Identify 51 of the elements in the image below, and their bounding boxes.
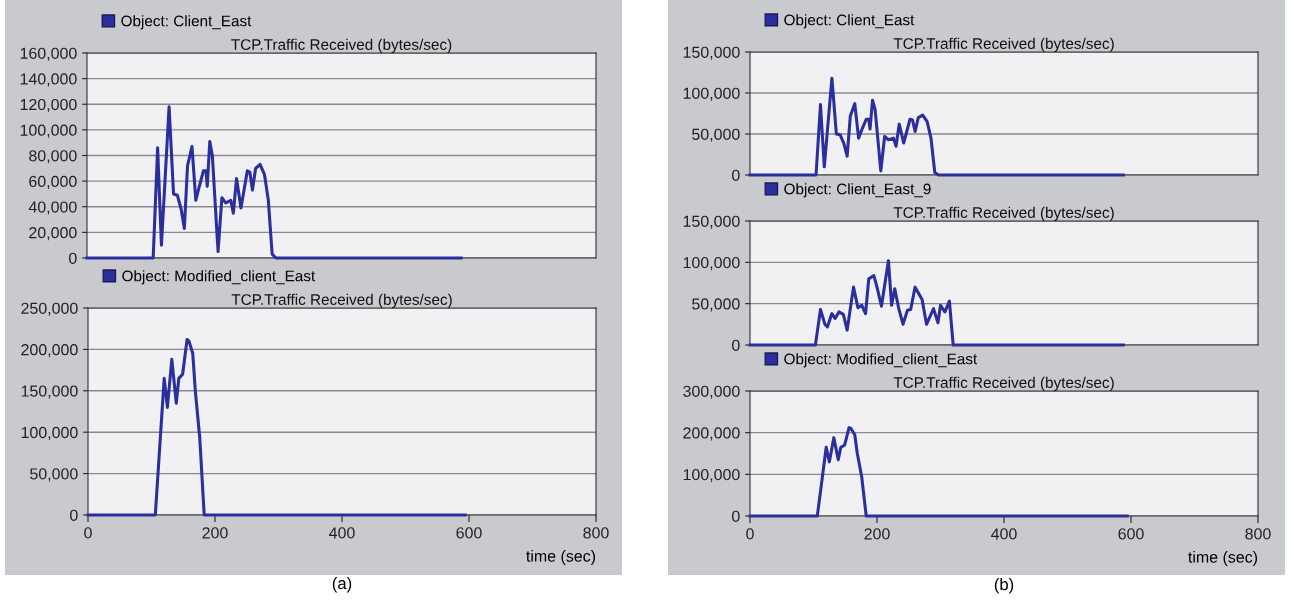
y-tick-label: 50,000 xyxy=(692,298,740,312)
x-tick-label: 0 xyxy=(84,527,92,539)
y-tick-label: 150,000 xyxy=(21,385,78,399)
y-tick-label: 300,000 xyxy=(683,385,740,399)
x-tick-label: 600 xyxy=(1118,528,1144,540)
y-tick-label: 160,000 xyxy=(20,47,77,61)
x-axis-title: time (sec) xyxy=(1188,551,1258,566)
y-tick-label: 150,000 xyxy=(683,215,740,229)
y-tick-label: 250,000 xyxy=(21,302,78,316)
y-tick-label: 100,000 xyxy=(683,87,740,101)
legend-label: Object: Client_East xyxy=(784,14,915,29)
y-tick-label: 200,000 xyxy=(683,427,740,441)
text: Object: Client_East_9 xyxy=(784,183,931,198)
y-tick-label: 100,000 xyxy=(20,124,77,138)
legend-label: Object: Modified_client_East xyxy=(784,353,978,368)
text: (a) xyxy=(332,577,352,593)
y-tick-label: 100,000 xyxy=(683,256,740,271)
y-tick-label: 120,000 xyxy=(20,98,77,113)
y-tick-label: 100,000 xyxy=(683,468,740,483)
y-tick-label: 200,000 xyxy=(21,344,78,358)
x-tick-label: 800 xyxy=(1245,528,1271,540)
x-tick-label: 600 xyxy=(456,527,482,539)
y-tick-label: 0 xyxy=(70,509,78,521)
x-axis-title: time (sec) xyxy=(526,550,596,565)
y-tick-label: 80,000 xyxy=(29,150,77,164)
chart-title: TCP.Traffic Received (bytes/sec) xyxy=(231,293,452,308)
y-tick-label: 150,000 xyxy=(683,46,740,60)
y-tick-label: 40,000 xyxy=(28,201,77,215)
y-tick-label: 100,000 xyxy=(21,426,78,441)
chart-title: TCP.Traffic Received (bytes/sec) xyxy=(893,376,1114,391)
x-tick-label: 400 xyxy=(991,528,1017,540)
y-tick-label: 20,000 xyxy=(29,227,77,241)
y-tick-label: 50,000 xyxy=(692,128,740,142)
chart-title: TCP.Traffic Received (bytes/sec) xyxy=(231,38,452,53)
y-tick-label: 140,000 xyxy=(20,73,77,87)
x-tick-label: 200 xyxy=(864,528,890,540)
legend-label: Object: Client_East xyxy=(121,15,252,30)
y-tick-label: 50,000 xyxy=(30,468,78,482)
chart-title: TCP.Traffic Received (bytes/sec) xyxy=(893,37,1114,52)
x-tick-label: 0 xyxy=(746,528,754,540)
y-tick-label: 0 xyxy=(69,252,77,264)
y-tick-label: 0 xyxy=(732,510,740,522)
text: (b) xyxy=(994,578,1014,594)
legend-label: Object: Modified_client_East xyxy=(122,270,316,285)
y-tick-label: 0 xyxy=(732,169,740,181)
chart-title: TCP.Traffic Received (bytes/sec) xyxy=(893,206,1114,221)
x-tick-label: 800 xyxy=(583,527,609,539)
x-tick-label: 400 xyxy=(329,527,355,539)
y-tick-label: 0 xyxy=(732,339,740,351)
y-tick-label: 60,000 xyxy=(29,175,77,189)
x-tick-label: 200 xyxy=(202,527,228,539)
